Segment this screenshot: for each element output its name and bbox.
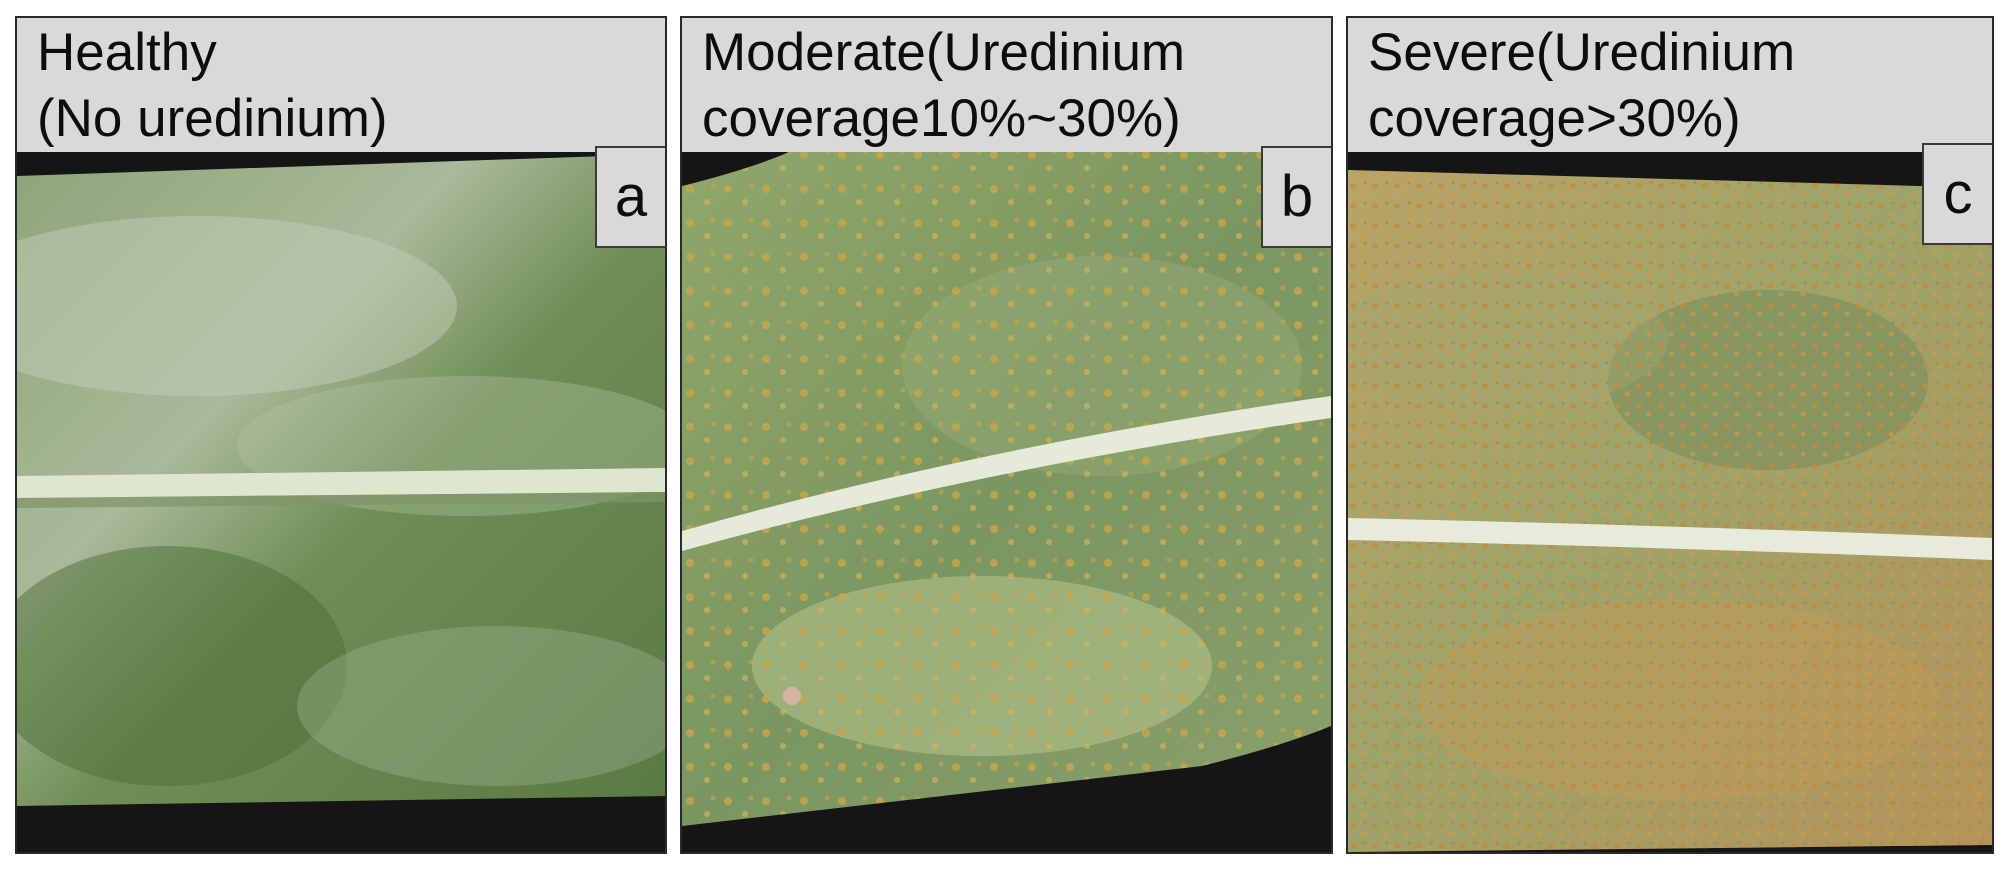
leaf-photo-moderate [682, 146, 1331, 852]
panel-severe: Severe(Uredinium coverage>30%) c [1346, 16, 1994, 854]
panel-moderate: Moderate(Uredinium coverage10%~30%) b [680, 16, 1333, 854]
panel-title: Moderate(Uredinium coverage10%~30%) [682, 18, 1331, 152]
title-line-2: coverage10%~30%) [702, 89, 1181, 148]
title-line-1: Healthy [37, 23, 217, 82]
title-line-1: Moderate(Uredinium [702, 23, 1186, 82]
leaf-photo-severe [1348, 140, 1992, 852]
leaf-photo-healthy [17, 146, 665, 852]
panel-title: Severe(Uredinium coverage>30%) [1348, 18, 1992, 152]
panel-healthy: Healthy (No uredinium) a [15, 16, 667, 854]
title-line-2: coverage>30%) [1368, 89, 1741, 148]
title-line-2: (No uredinium) [37, 89, 388, 148]
panel-letter: b [1261, 146, 1331, 248]
panel-letter: c [1922, 143, 1992, 245]
title-line-1: Severe(Uredinium [1368, 23, 1796, 82]
panel-letter: a [595, 146, 665, 248]
panel-title: Healthy (No uredinium) [17, 18, 665, 152]
